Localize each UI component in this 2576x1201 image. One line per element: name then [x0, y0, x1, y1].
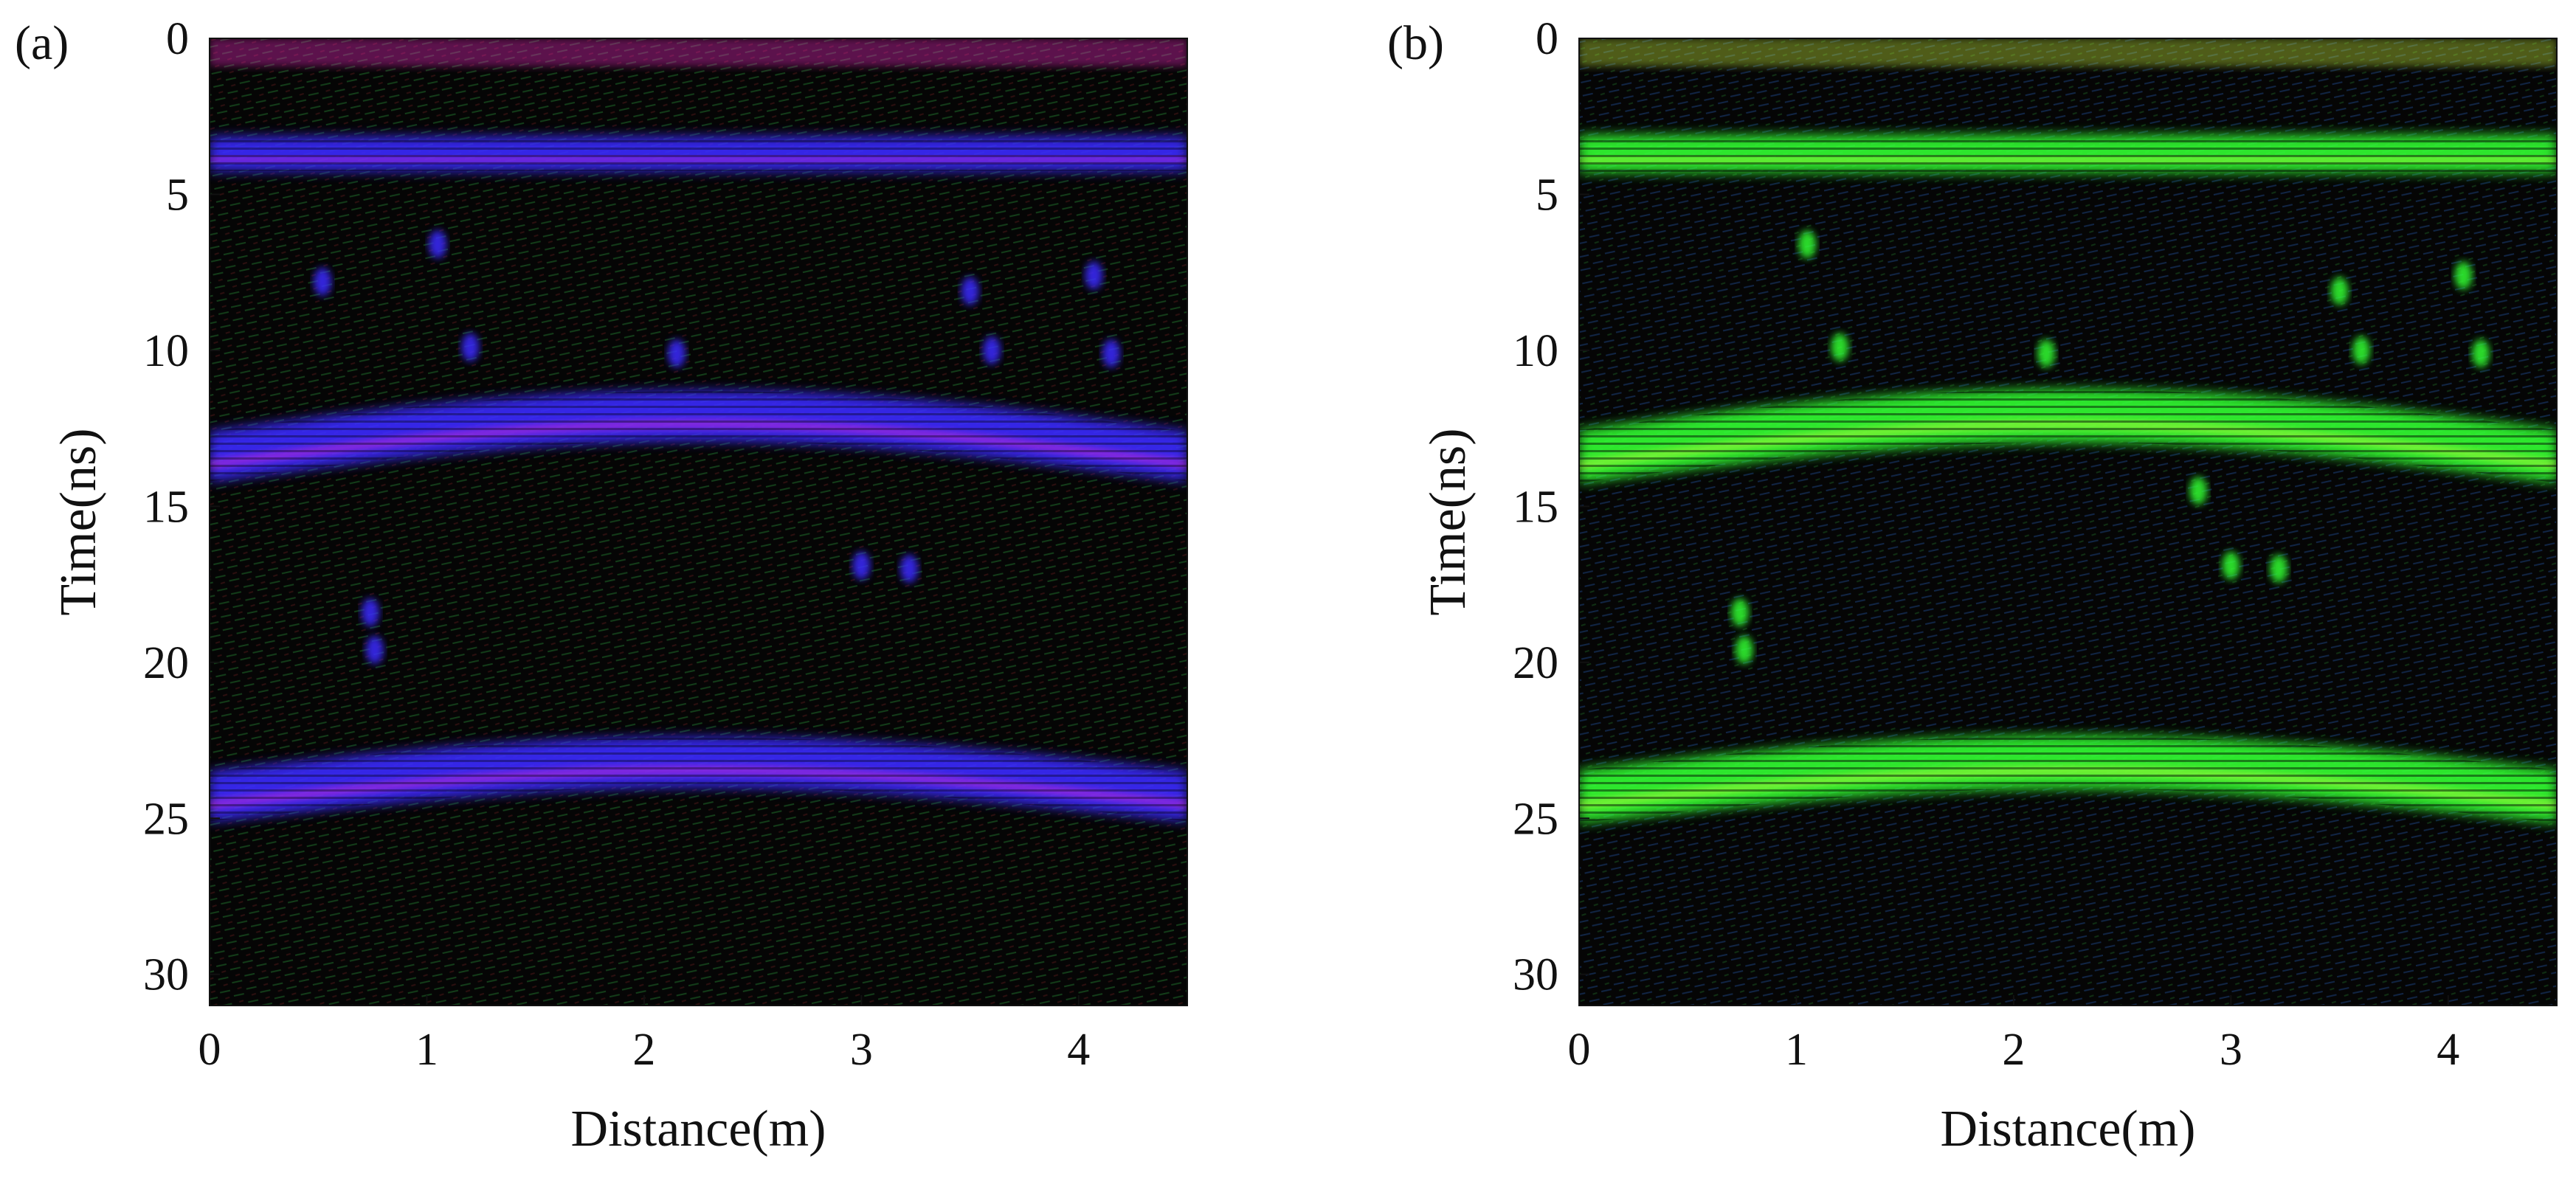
y-tick-label: 0 [1536, 14, 1558, 64]
axes-frame [1578, 38, 2558, 1006]
x-axis-label: Distance(m) [571, 1101, 826, 1157]
image-background [210, 38, 1187, 1006]
x-tick-label: 0 [198, 1025, 221, 1075]
target-spot [1798, 230, 1817, 259]
target-spot [361, 598, 379, 627]
x-tick-label: 4 [2437, 1025, 2459, 1075]
reflection-texture-layer-3 [1579, 736, 2557, 823]
panel-a-radargram: 0 1 2 3 4 0 5 10 15 20 25 30 Distance(m) Time(ns) (a) [15, 14, 1188, 1157]
panel-label: (b) [1387, 16, 1444, 70]
target-spot [2189, 477, 2208, 505]
y-tick-label: 30 [143, 950, 189, 1000]
x-tick-label: 1 [1785, 1025, 1808, 1075]
target-spot [429, 230, 447, 259]
target-spot [900, 554, 919, 583]
y-tick-label: 5 [166, 170, 189, 220]
target-spot [1831, 333, 1849, 361]
image-background [1579, 38, 2557, 1006]
target-spot [2222, 551, 2240, 580]
target-spot [1735, 635, 1753, 664]
y-tick-label: 15 [1513, 482, 1558, 532]
x-tick-label: 3 [850, 1025, 873, 1075]
x-tick-label: 4 [1067, 1025, 1090, 1075]
y-tick-label: 5 [1536, 170, 1558, 220]
x-tick-label: 1 [415, 1025, 438, 1075]
target-spot [2037, 339, 2056, 368]
target-spot [2330, 277, 2349, 305]
x-tick-label: 2 [632, 1025, 655, 1075]
surface-noise-band [1579, 38, 2557, 67]
target-spot [1102, 339, 1120, 368]
y-axis-label: Time(ns) [50, 428, 107, 615]
y-tick-label: 10 [143, 326, 189, 376]
target-spot [461, 333, 480, 361]
x-tick-label: 3 [2220, 1025, 2242, 1075]
target-spot [2471, 339, 2490, 368]
reflection-texture-layer-2 [210, 390, 1187, 482]
target-spot [1085, 261, 1103, 290]
panel-label: (a) [15, 16, 69, 70]
reflection-texture-layer-2 [1579, 389, 2557, 483]
target-spot [983, 336, 1001, 364]
target-spot [365, 635, 384, 664]
y-tick-label: 30 [1513, 950, 1558, 1000]
panel-b-radargram: 0 1 2 3 4 0 5 10 15 20 25 30 Distance(m) Time(ns) (b) [1387, 14, 2558, 1157]
target-spot [961, 277, 979, 305]
target-spot [1730, 598, 1749, 627]
x-tick-label: 0 [1568, 1025, 1591, 1075]
reflection-texture-layer-1 [210, 136, 1187, 171]
y-tick-label: 10 [1513, 326, 1558, 376]
y-tick-label: 25 [1513, 794, 1558, 844]
target-spot [852, 551, 871, 580]
x-axis-label: Distance(m) [1941, 1101, 2196, 1157]
surface-noise-band [210, 38, 1187, 67]
x-tick-label: 2 [2002, 1025, 2025, 1075]
y-tick-label: 15 [143, 482, 189, 532]
reflection-texture-layer-3 [210, 737, 1187, 822]
y-tick-label: 20 [1513, 638, 1558, 688]
target-spot [2454, 261, 2473, 290]
y-axis-label: Time(ns) [1420, 428, 1477, 615]
axes-frame [209, 38, 1188, 1006]
y-tick-label: 20 [143, 638, 189, 688]
target-spot [2352, 336, 2370, 364]
y-tick-label: 25 [143, 794, 189, 844]
reflection-texture-layer-1 [1579, 135, 2557, 173]
target-spot [2270, 554, 2288, 583]
target-spot [314, 267, 332, 296]
y-tick-label: 0 [166, 14, 189, 64]
target-spot [668, 339, 686, 368]
